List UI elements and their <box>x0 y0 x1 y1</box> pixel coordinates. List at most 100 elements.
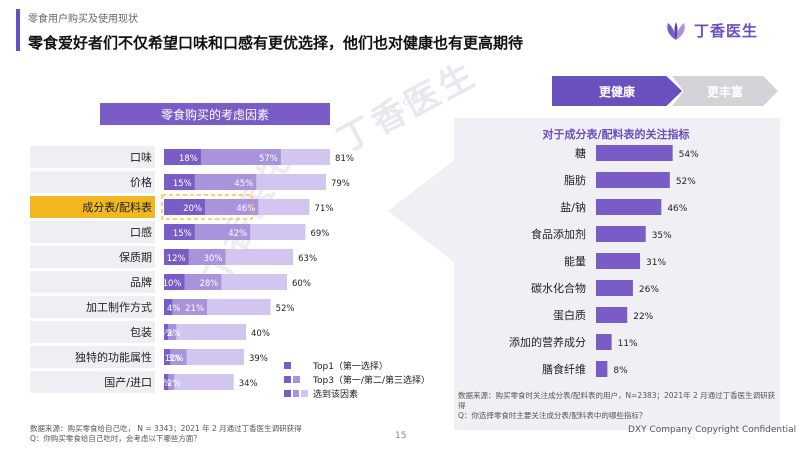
data-label-top3: 21% <box>185 304 204 314</box>
bar-selected <box>164 374 234 390</box>
indicator-bar <box>596 280 633 296</box>
indicator-bar <box>596 199 662 215</box>
data-label-top3: 6% <box>160 329 174 339</box>
indicator-bar <box>596 226 646 242</box>
data-label-selected: 39% <box>249 354 268 364</box>
data-label-top1: 15% <box>173 179 192 189</box>
indicator-bar <box>596 145 673 161</box>
left-chart-title: 零食购买的考虑因素 <box>100 103 330 125</box>
copyright: DXY Company Copyright Confidential <box>628 425 797 435</box>
data-label-selected: 79% <box>331 179 350 189</box>
category-label: 口感 <box>130 226 152 239</box>
bar-top1 <box>164 324 169 340</box>
data-label-selected: 34% <box>239 379 258 389</box>
indicator-label: 脂肪 <box>564 173 586 187</box>
indicator-value: 26% <box>639 285 659 295</box>
data-label-top1: 3% <box>167 354 181 364</box>
data-label-top3: 5% <box>158 379 172 389</box>
data-label-top3: 45% <box>234 179 253 189</box>
bar-top1 <box>164 174 195 190</box>
data-label-selected: 71% <box>315 204 334 214</box>
data-label-top1: 18% <box>179 154 198 164</box>
indicator-label: 蛋白质 <box>553 308 586 322</box>
category-label-bg <box>30 346 155 368</box>
indicator-value: 54% <box>679 150 699 160</box>
category-label-bg <box>30 196 155 218</box>
tab-richer[interactable]: 更丰富 <box>672 76 778 106</box>
data-label-top3: 28% <box>199 279 218 289</box>
data-label-selected: 60% <box>292 279 311 289</box>
indicator-bar <box>596 307 628 323</box>
bar-top3 <box>164 374 175 390</box>
section-label: 零食用户购买及使用现状 <box>28 14 138 25</box>
right-panel-background <box>388 118 780 430</box>
left-chart: 口味 18% 57% 81% 价格 15% 45% 79% 成分表/配料表 20% 46% 71% 口感… <box>30 146 354 393</box>
indicator-bar <box>596 334 612 350</box>
right-question-note: Q：你选择零食时主要关注成分表/配料表中的哪些指标？ <box>458 411 647 420</box>
indicator-label: 膳食纤维 <box>542 362 586 376</box>
indicator-value: 46% <box>667 204 687 214</box>
indicator-bar <box>596 253 641 269</box>
category-label-bg <box>30 371 155 393</box>
indicator-label: 碳水化合物 <box>531 281 586 295</box>
category-label-bg <box>30 271 155 293</box>
data-label-selected: 40% <box>251 329 270 339</box>
left-chart-note: 数据来源：购买零食给自己吃， N = 3343；2021 年 2 月通过丁香医生… <box>30 424 302 444</box>
indicator-value: 11% <box>618 339 638 349</box>
left-source-note: 数据来源：购买零食给自己吃， N = 3343；2021 年 2 月通过丁香医生… <box>30 424 302 433</box>
right-source-note: 数据来源：购买零食时关注成分表/配料表的用户，N=2383；2021年 2 月通… <box>458 391 776 410</box>
right-chart-title: 对于成分表/配料表的关注指标 <box>542 128 690 141</box>
bar-top1 <box>164 199 205 215</box>
bar-top1 <box>164 374 169 390</box>
data-label-top3: 46% <box>236 204 255 214</box>
category-label: 价格 <box>130 175 152 189</box>
data-label-top1: 15% <box>173 229 192 239</box>
data-label-top3: 11% <box>165 354 184 364</box>
bar-top1 <box>164 249 189 265</box>
page-number: 15 <box>395 431 407 441</box>
logo-text: 丁香医生 <box>694 22 759 40</box>
legend-top3-label: Top3（第一/第二/第三选择） <box>313 375 430 386</box>
legend: Top1（第一选择） Top3（第一/第二/第三选择） 选到该因素 <box>284 358 430 400</box>
indicator-label: 添加的营养成分 <box>509 335 586 349</box>
data-label-top1: 10% <box>163 279 182 289</box>
indicator-value: 35% <box>652 231 672 241</box>
legend-top1-label: Top1（第一选择） <box>313 361 388 372</box>
data-label-top1: 2% <box>167 379 181 389</box>
bar-top1 <box>164 149 201 165</box>
indicator-label: 盐/钠 <box>560 200 586 214</box>
right-chart-note: 数据来源：购买零食时关注成分表/配料表的用户，N=2383；2021年 2 月通… <box>458 391 778 421</box>
legend-top3: Top3（第一/第二/第三选择） <box>284 372 430 386</box>
data-label-top1: 20% <box>183 204 202 214</box>
indicator-value: 52% <box>676 177 696 187</box>
bar-top1 <box>164 299 173 315</box>
category-label: 保质期 <box>119 250 152 264</box>
indicator-label: 糖 <box>575 146 586 160</box>
tab-healthier[interactable]: 更健康 <box>552 76 682 106</box>
indicator-bar <box>596 172 670 188</box>
data-label-top3: 42% <box>228 229 247 239</box>
indicator-label: 食品添加剂 <box>531 227 586 241</box>
tab-healthier-label: 更健康 <box>598 84 635 99</box>
category-label: 包装 <box>130 326 152 339</box>
category-label: 品牌 <box>130 275 152 289</box>
category-label-bg <box>30 146 155 168</box>
indicator-value: 8% <box>613 366 628 376</box>
legend-top1: Top1（第一选择） <box>284 358 430 372</box>
category-label-bg <box>30 321 155 343</box>
data-label-selected: 63% <box>298 254 317 264</box>
indicator-bar <box>596 361 608 377</box>
indicator-label: 能量 <box>564 254 586 268</box>
data-label-top1: 4% <box>167 304 181 314</box>
bar-top1 <box>164 349 171 365</box>
data-label-top3: 57% <box>259 154 278 164</box>
clove-flower-icon <box>667 21 685 40</box>
highlight-box <box>161 194 253 220</box>
category-label: 成分表/配料表 <box>82 200 152 214</box>
indicator-value: 31% <box>646 258 666 268</box>
data-label-top1: 12% <box>167 254 186 264</box>
category-label-bg <box>30 296 155 318</box>
category-label: 国产/进口 <box>104 375 152 389</box>
legend-selected-label: 选到该因素 <box>313 389 359 400</box>
